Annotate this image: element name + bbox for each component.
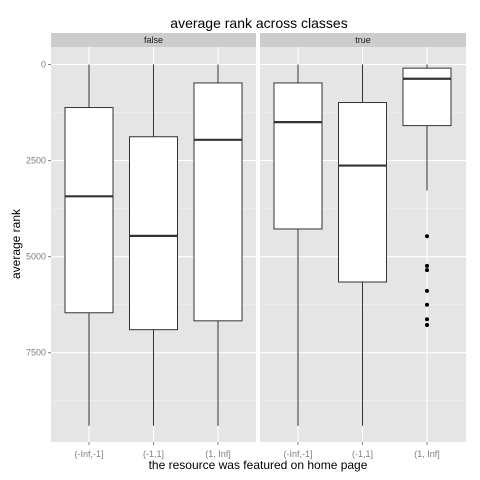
outlier-point	[425, 317, 429, 322]
strip-label-false: false	[144, 35, 163, 45]
outlier-point	[425, 288, 429, 293]
strip-false	[51, 33, 256, 47]
box-iqr	[402, 67, 452, 127]
strip-label-true: true	[355, 35, 371, 45]
box-iqr	[129, 136, 178, 331]
x-tick-label: (1, Inf]	[414, 449, 440, 459]
y-axis: 0 2500 5000 7500	[26, 60, 51, 358]
box-true-1	[338, 64, 387, 426]
x-tick-label: (-Inf,-1]	[74, 449, 103, 459]
box-iqr	[273, 82, 323, 230]
box-true-2	[402, 64, 452, 328]
outlier-point	[425, 268, 429, 273]
chart-title: average rank across classes	[170, 15, 347, 31]
panel-true: true (-Inf,-1] (-1,1] (1, Inf]	[260, 33, 466, 459]
x-tick-label: (-1,1]	[143, 449, 164, 459]
facet-panels: false (-Inf,-1] (-1,1] (1, Inf] true (-Inf,-1…	[51, 33, 466, 459]
panel-false: false (-Inf,-1] (-1,1] (1, Inf]	[51, 33, 256, 459]
y-tick-label: 0	[41, 60, 46, 70]
outlier-point	[425, 302, 429, 307]
box-false-1	[129, 64, 178, 426]
y-tick-label: 7500	[26, 348, 46, 358]
outlier-point	[425, 234, 429, 239]
y-axis-title: average rank	[9, 208, 23, 279]
box-false-0	[64, 64, 114, 426]
box-true-0	[273, 64, 323, 426]
box-iqr	[193, 82, 243, 322]
outlier-point	[425, 263, 429, 268]
x-tick-label: (1, Inf]	[205, 449, 231, 459]
x-tick-label: (-1,1]	[352, 449, 373, 459]
box-iqr	[64, 107, 114, 314]
box-false-2	[193, 64, 243, 426]
strip-true	[260, 33, 466, 47]
x-tick-label: (-Inf,-1]	[283, 449, 312, 459]
box-iqr	[338, 102, 387, 283]
x-axis-title: the resource was featured on home page	[149, 458, 368, 472]
outlier-point	[425, 323, 429, 328]
y-tick-label: 2500	[26, 156, 46, 166]
y-tick-label: 5000	[26, 252, 46, 262]
